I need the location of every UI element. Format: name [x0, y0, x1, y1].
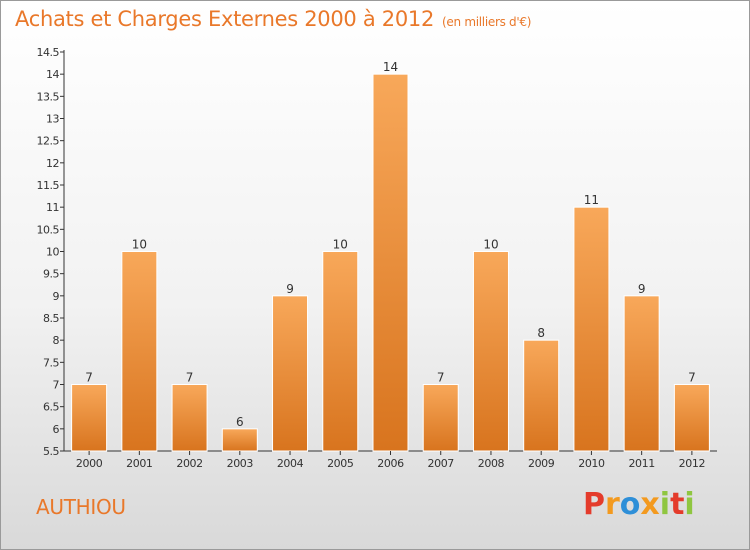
chart-title-text: Achats et Charges Externes 2000 à 2012: [15, 7, 435, 31]
bar-2006: [372, 73, 409, 452]
y-tick-label: 7: [53, 379, 60, 392]
data-label-2003: 6: [236, 415, 244, 429]
logo-letter: i: [659, 487, 671, 522]
data-label-2001: 10: [132, 238, 147, 252]
x-tick-label-2012: 2012: [679, 457, 705, 470]
logo-letter: i: [684, 487, 695, 522]
logo-letter: r: [605, 487, 620, 522]
data-label-2006: 14: [383, 60, 398, 74]
bar-2011: [623, 295, 660, 452]
y-tick-label: 14.5: [37, 46, 60, 59]
commune-name: AUTHIOU: [36, 495, 126, 519]
data-label-2011: 9: [638, 282, 646, 296]
logo-letter: t: [670, 487, 685, 522]
y-tick-label: 9: [53, 290, 60, 303]
x-tick-label-2007: 2007: [428, 457, 455, 470]
x-tick-label-2000: 2000: [76, 457, 103, 470]
bar-2012: [673, 384, 710, 452]
bar-2003: [221, 428, 258, 452]
y-tick-label: 11: [46, 201, 59, 214]
bar-2001: [121, 251, 158, 452]
bar-2004: [272, 295, 309, 452]
y-tick-label: 9.5: [43, 268, 59, 281]
bar-2000: [71, 384, 108, 452]
bar-2007: [422, 384, 459, 452]
y-tick-label: 8: [53, 334, 60, 347]
data-label-2002: 7: [186, 371, 194, 385]
x-tick-label-2002: 2002: [176, 457, 202, 470]
y-tick-label: 6.5: [43, 401, 59, 414]
x-tick-label-2005: 2005: [327, 457, 354, 470]
y-tick-label: 12.5: [37, 135, 60, 148]
y-tick-label: 5.5: [43, 445, 59, 458]
bar-2005: [322, 251, 359, 452]
y-tick-label: 6: [53, 423, 60, 436]
data-label-2004: 9: [286, 282, 294, 296]
proxiti-logo: Proxiti: [583, 487, 695, 522]
x-tick-label-2008: 2008: [478, 457, 505, 470]
bar-2010: [573, 206, 610, 452]
chart-title: Achats et Charges Externes 2000 à 2012 (e…: [15, 7, 531, 31]
x-tick-label-2004: 2004: [277, 457, 304, 470]
logo-letter: o: [619, 487, 641, 522]
x-tick-label-2001: 2001: [126, 457, 152, 470]
y-tick-label: 10.5: [37, 223, 60, 236]
data-label-2012: 7: [688, 371, 696, 385]
bar-2009: [523, 339, 560, 452]
x-tick-label-2003: 2003: [227, 457, 254, 470]
chart-unit-label: (en milliers d'€): [442, 15, 532, 29]
data-label-2000: 7: [85, 371, 93, 385]
data-label-2008: 10: [483, 238, 498, 252]
data-label-2007: 7: [437, 371, 445, 385]
y-tick-label: 14: [46, 68, 59, 81]
x-tick-label-2011: 2011: [628, 457, 654, 470]
logo-letter: x: [640, 487, 660, 522]
y-tick-label: 8.5: [43, 312, 59, 325]
bar-2002: [171, 384, 208, 452]
x-tick-label-2010: 2010: [578, 457, 605, 470]
data-label-2005: 10: [333, 238, 348, 252]
logo-letter: P: [583, 487, 605, 522]
y-tick-label: 13.5: [37, 90, 60, 103]
x-tick-label-2009: 2009: [528, 457, 555, 470]
data-label-2010: 11: [584, 193, 599, 207]
y-tick-label: 7.5: [43, 356, 59, 369]
x-tick-label-2006: 2006: [377, 457, 404, 470]
bar-2008: [472, 251, 509, 452]
y-tick-label: 13: [46, 113, 59, 126]
y-tick-label: 11.5: [37, 179, 60, 192]
y-tick-label: 12: [46, 157, 59, 170]
data-label-2009: 8: [537, 326, 545, 340]
y-tick-label: 10: [46, 246, 59, 259]
